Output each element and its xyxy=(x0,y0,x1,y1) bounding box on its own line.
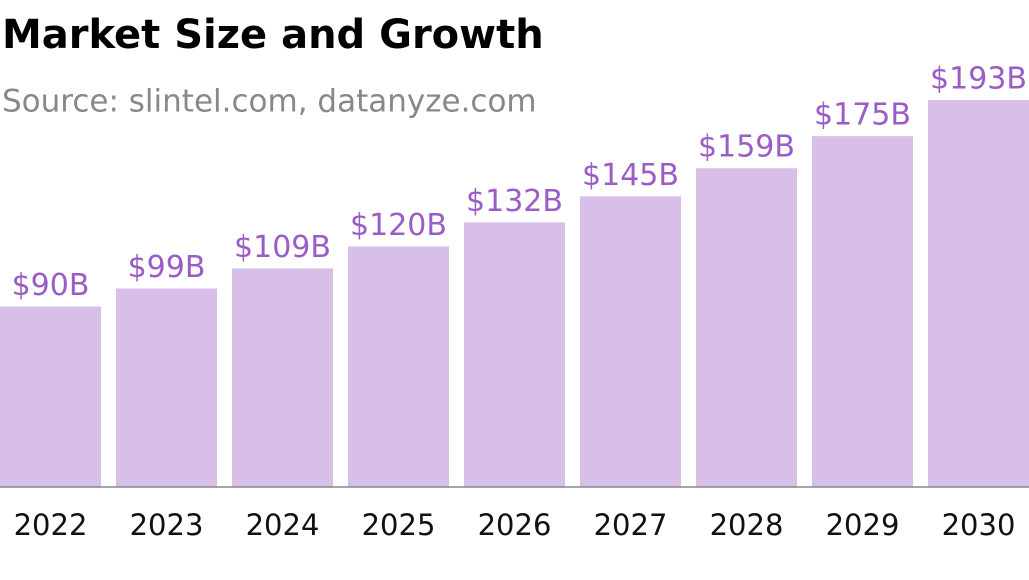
x-tick-label: 2026 xyxy=(478,508,552,542)
x-tick-label: 2028 xyxy=(710,508,784,542)
value-label: $193B xyxy=(930,62,1027,97)
bar xyxy=(0,306,101,487)
bar xyxy=(464,222,565,487)
value-label: $159B xyxy=(698,130,795,165)
chart-title: Market Size and Growth xyxy=(2,12,544,58)
bar xyxy=(348,246,449,487)
bar xyxy=(232,268,333,487)
x-tick-label: 2027 xyxy=(594,508,668,542)
value-label: $90B xyxy=(12,268,90,303)
x-tick-label: 2030 xyxy=(942,508,1016,542)
value-label: $99B xyxy=(128,250,206,285)
x-tick-label: 2023 xyxy=(130,508,204,542)
x-tick-label: 2029 xyxy=(826,508,900,542)
value-label: $132B xyxy=(466,184,563,219)
value-label: $145B xyxy=(582,158,679,193)
bar xyxy=(116,288,217,487)
bar xyxy=(928,100,1029,487)
value-label: $175B xyxy=(814,98,911,133)
bar xyxy=(812,136,913,487)
bar xyxy=(580,196,681,487)
x-tick-label: 2025 xyxy=(362,508,436,542)
bar xyxy=(696,168,797,487)
value-label: $120B xyxy=(350,208,447,243)
x-tick-label: 2022 xyxy=(14,508,88,542)
value-label: $109B xyxy=(234,230,331,265)
chart-subtitle: Source: slintel.com, datanyze.com xyxy=(2,84,537,120)
x-tick-label: 2024 xyxy=(246,508,320,542)
